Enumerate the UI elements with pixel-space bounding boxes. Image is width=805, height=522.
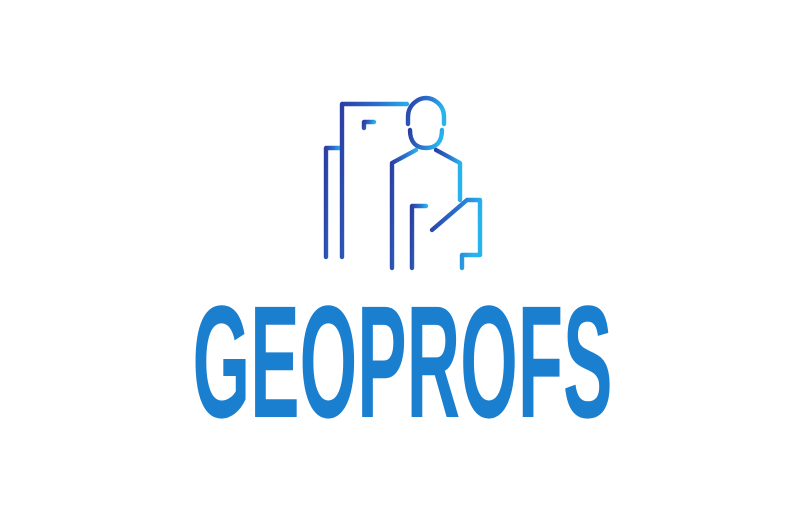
brand-wordmark: GEOPROFS: [193, 276, 613, 426]
brand-name: GEOPROFS: [193, 276, 613, 426]
building-engineer-icon: [323, 90, 483, 271]
